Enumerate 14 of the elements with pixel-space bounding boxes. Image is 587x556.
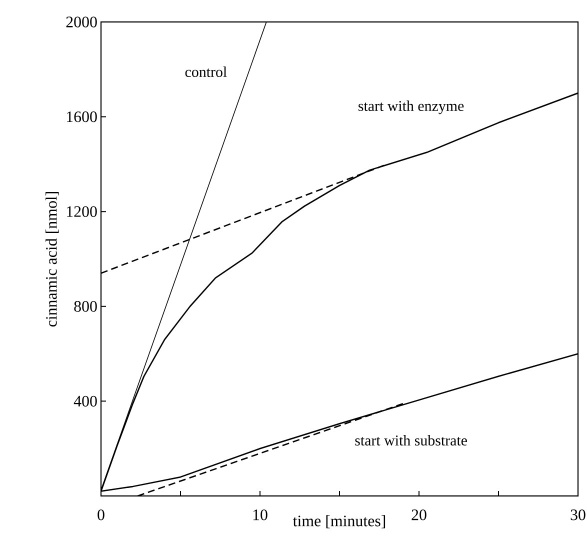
series-label: start with substrate — [355, 435, 467, 446]
y-tick-label: 400 — [74, 396, 97, 407]
x-tick-label: 30 — [570, 509, 586, 520]
y-tick-label: 2000 — [66, 16, 97, 28]
x-tick-label: 0 — [98, 509, 104, 520]
y-tick-label: 1200 — [67, 206, 97, 217]
series-label: control — [185, 66, 227, 78]
y-axis-title: cinnamic acid [nmol] — [46, 192, 59, 327]
x-tick-label: 20 — [412, 509, 426, 520]
y-tick-label: 800 — [74, 301, 97, 312]
series-label: start with enzyme — [358, 100, 464, 114]
x-axis-title: time [minutes] — [292, 515, 386, 528]
y-tick-label: 1600 — [67, 111, 97, 122]
x-tick-label: 10 — [253, 509, 268, 520]
